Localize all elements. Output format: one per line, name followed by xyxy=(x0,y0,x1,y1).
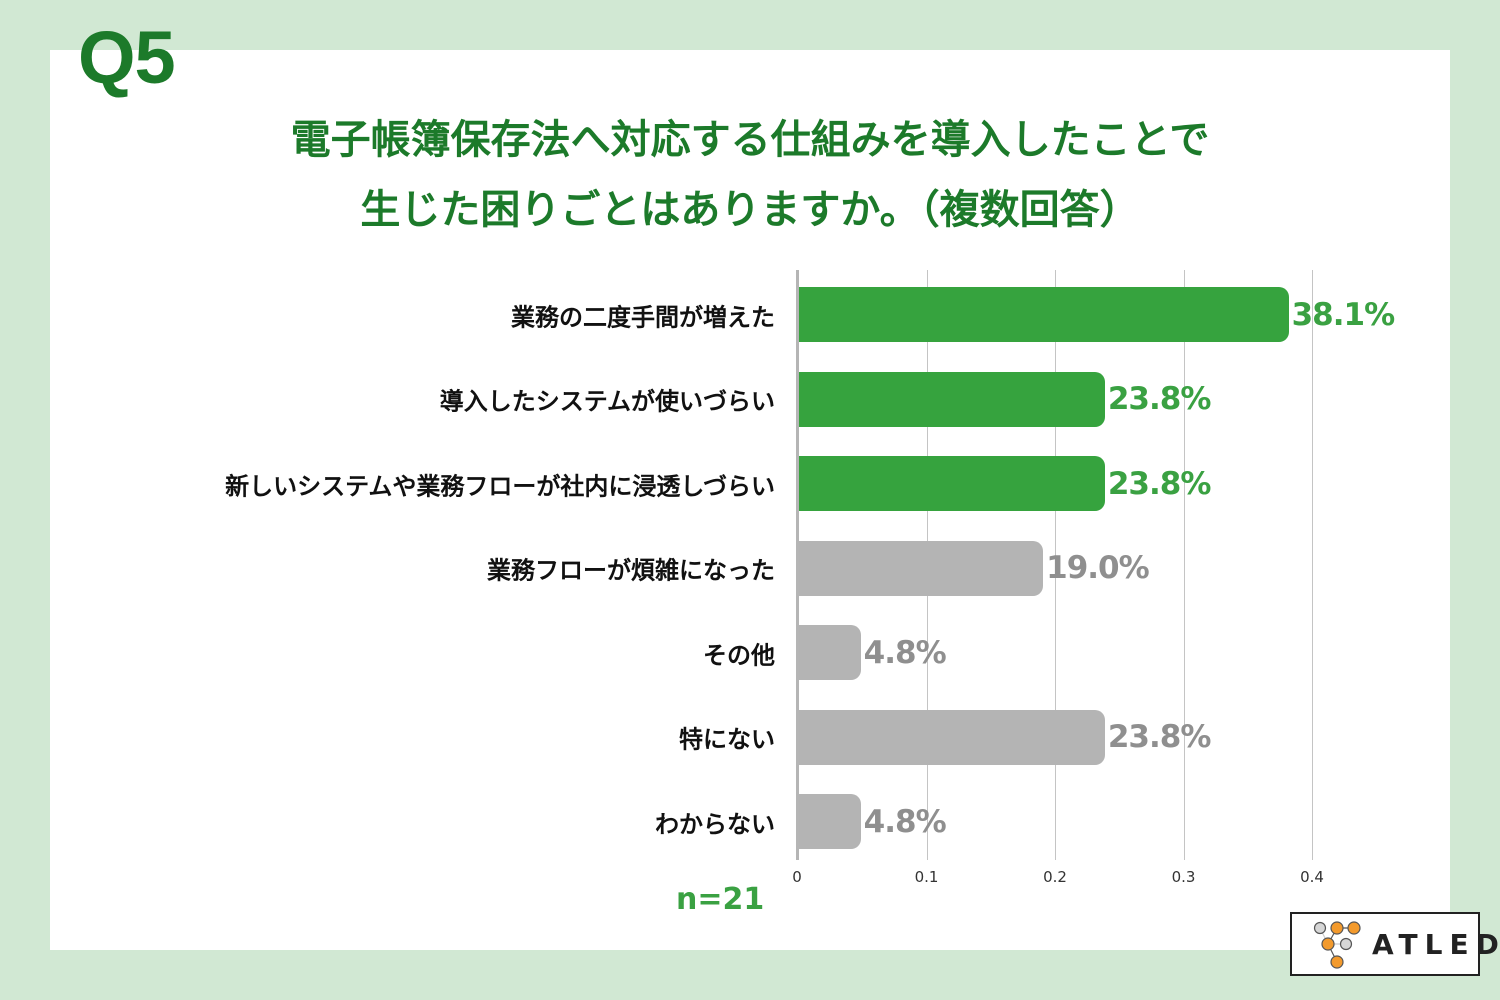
chart-card xyxy=(50,50,1450,950)
chart-title-line1: 電子帳簿保存法へ対応する仕組みを導入したことで xyxy=(290,117,1210,163)
bar xyxy=(799,709,1105,765)
sample-size-label: n=21 xyxy=(676,882,765,917)
network-logo-icon xyxy=(1313,921,1361,969)
bar xyxy=(799,456,1105,511)
chart-title-line2: 生じた困りごとはありますか。（複数回答） xyxy=(360,187,1140,233)
bar xyxy=(799,287,1289,342)
y-axis-line xyxy=(796,270,799,860)
gridline xyxy=(1184,270,1185,860)
x-tick-label: 0.4 xyxy=(1300,868,1324,886)
x-tick-label: 0.3 xyxy=(1171,868,1196,886)
value-label: 4.8% xyxy=(863,634,947,671)
category-label: その他 xyxy=(703,641,775,669)
x-tick-label: 0.1 xyxy=(914,868,939,886)
category-label: わからない xyxy=(655,810,775,838)
x-tick-label: 0.2 xyxy=(1043,868,1067,886)
category-label: 新しいシステムや業務フローが社内に浸透しづらい xyxy=(225,472,775,500)
value-label: 23.8% xyxy=(1107,381,1212,417)
gridline xyxy=(1312,270,1313,860)
value-label: 38.1% xyxy=(1291,296,1396,333)
category-label: 業務フローが煩雑になった xyxy=(487,556,775,585)
value-label: 23.8% xyxy=(1107,465,1212,502)
bar xyxy=(799,625,861,680)
category-label: 業務の二度手間が増えた xyxy=(511,303,775,331)
x-tick-label: 0 xyxy=(792,868,802,886)
question-number: Q5 xyxy=(78,16,176,99)
value-label: 23.8% xyxy=(1107,719,1212,755)
value-label: 4.8% xyxy=(863,803,947,840)
logo-text: ATLED xyxy=(1372,928,1500,961)
bar xyxy=(799,794,861,849)
bar xyxy=(799,371,1105,427)
bar xyxy=(799,540,1044,596)
atled-logo: ATLED xyxy=(1290,912,1499,976)
gridline xyxy=(1055,270,1056,860)
value-label: 19.0% xyxy=(1046,550,1150,586)
category-label: 導入したシステムが使いづらい xyxy=(439,387,775,416)
category-label: 特にない xyxy=(679,725,775,754)
